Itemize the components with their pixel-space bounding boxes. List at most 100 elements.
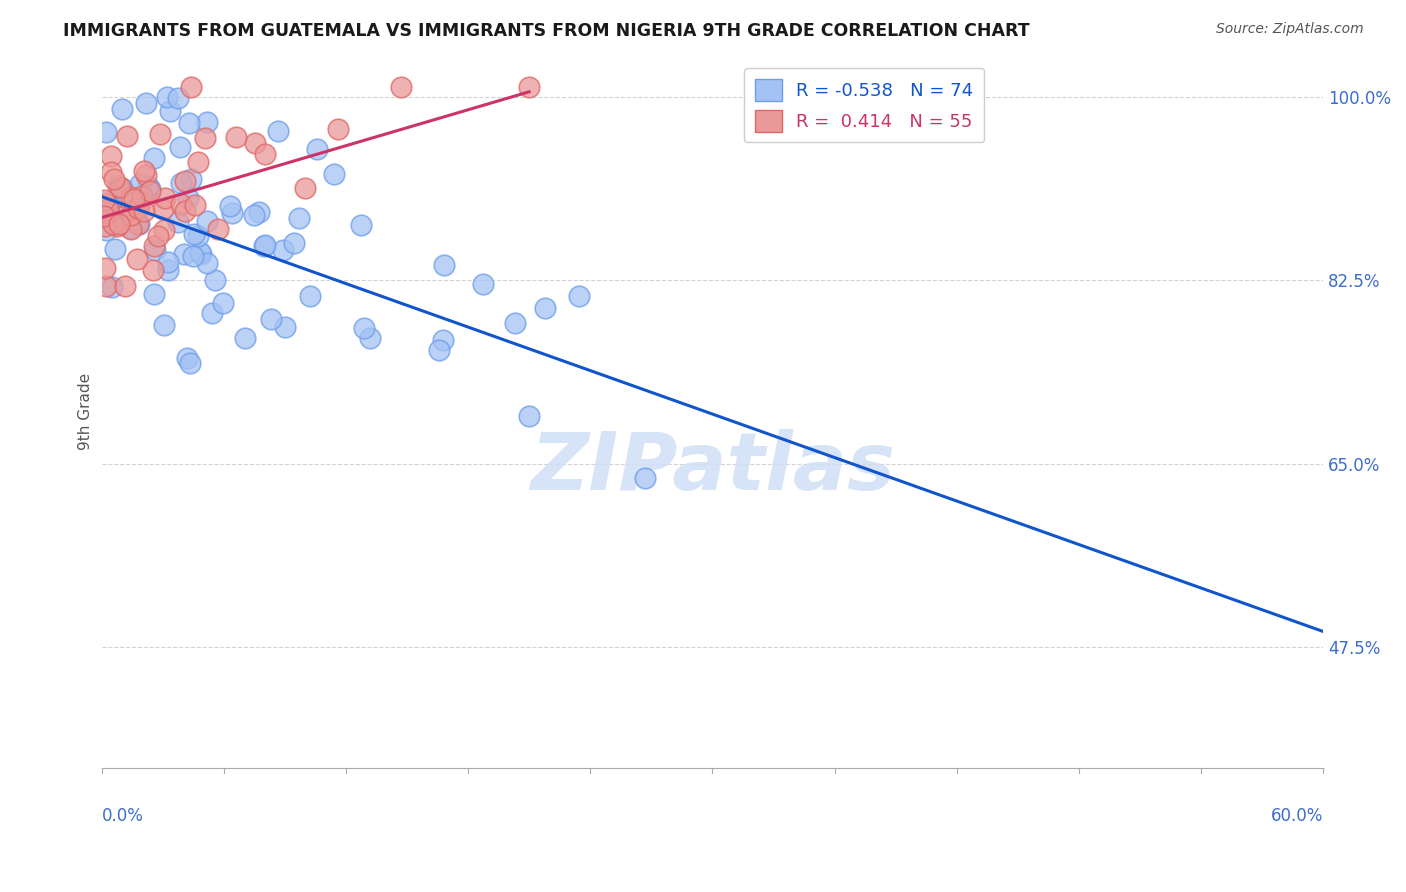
Point	[108, 180, 131, 194]
Point	[100, 209, 122, 223]
Point	[136, 178, 159, 193]
Point	[534, 301, 557, 315]
Point	[125, 252, 148, 266]
Text: Source: ZipAtlas.com: Source: ZipAtlas.com	[1216, 22, 1364, 37]
Point	[93, 209, 115, 223]
Point	[135, 95, 157, 110]
Point	[283, 236, 305, 251]
Point	[517, 79, 540, 94]
Point	[243, 208, 266, 222]
Point	[138, 184, 160, 198]
Point	[128, 217, 150, 231]
Point	[181, 249, 204, 263]
Point	[159, 103, 181, 118]
Point	[101, 280, 124, 294]
Point	[183, 227, 205, 241]
Point	[94, 222, 117, 236]
Point	[94, 261, 117, 276]
Point	[155, 90, 177, 104]
Point	[152, 318, 174, 332]
Point	[568, 289, 591, 303]
Point	[204, 273, 226, 287]
Point	[103, 172, 125, 186]
Point	[118, 220, 141, 235]
Point	[188, 245, 211, 260]
Point	[353, 321, 375, 335]
Point	[115, 128, 138, 143]
Point	[180, 79, 202, 94]
Point	[427, 343, 450, 358]
Point	[201, 306, 224, 320]
Point	[100, 149, 122, 163]
Point	[122, 192, 145, 206]
Point	[152, 202, 174, 216]
Point	[247, 205, 270, 219]
Point	[127, 217, 149, 231]
Point	[132, 203, 155, 218]
Point	[120, 190, 142, 204]
Point	[132, 163, 155, 178]
Point	[166, 90, 188, 104]
Point	[128, 177, 150, 191]
Point	[96, 278, 118, 293]
Point	[307, 142, 329, 156]
Point	[187, 229, 209, 244]
Point	[120, 208, 142, 222]
Point	[96, 195, 118, 210]
Point	[173, 203, 195, 218]
Point	[432, 333, 454, 347]
Point	[176, 192, 198, 206]
Point	[142, 239, 165, 253]
Point	[174, 174, 197, 188]
Point	[111, 102, 134, 116]
Text: IMMIGRANTS FROM GUATEMALA VS IMMIGRANTS FROM NIGERIA 9TH GRADE CORRELATION CHART: IMMIGRANTS FROM GUATEMALA VS IMMIGRANTS …	[63, 22, 1029, 40]
Point	[97, 202, 120, 217]
Point	[100, 165, 122, 179]
Point	[156, 255, 179, 269]
Point	[179, 116, 201, 130]
Point	[169, 140, 191, 154]
Point	[167, 215, 190, 229]
Point	[194, 130, 217, 145]
Text: 60.0%: 60.0%	[1271, 807, 1323, 825]
Point	[93, 193, 115, 207]
Point	[503, 316, 526, 330]
Point	[131, 188, 153, 202]
Point	[179, 355, 201, 369]
Point	[322, 167, 344, 181]
Point	[271, 243, 294, 257]
Point	[267, 124, 290, 138]
Point	[274, 320, 297, 334]
Point	[105, 219, 128, 233]
Point	[326, 122, 349, 136]
Point	[128, 202, 150, 216]
Point	[254, 146, 277, 161]
Point	[153, 191, 176, 205]
Point	[634, 471, 657, 485]
Point	[94, 219, 117, 233]
Point	[173, 247, 195, 261]
Point	[170, 176, 193, 190]
Point	[98, 198, 121, 212]
Point	[294, 181, 316, 195]
Point	[195, 115, 218, 129]
Point	[253, 239, 276, 253]
Point	[517, 409, 540, 424]
Point	[170, 196, 193, 211]
Point	[101, 201, 124, 215]
Legend: R = -0.538   N = 74, R =  0.414   N = 55: R = -0.538 N = 74, R = 0.414 N = 55	[744, 68, 984, 143]
Point	[225, 129, 247, 144]
Point	[472, 277, 495, 292]
Point	[245, 136, 267, 150]
Point	[350, 218, 373, 232]
Point	[139, 182, 162, 196]
Point	[156, 262, 179, 277]
Point	[176, 351, 198, 365]
Point	[221, 205, 243, 219]
Point	[233, 331, 256, 345]
Point	[218, 199, 240, 213]
Point	[187, 154, 209, 169]
Point	[120, 222, 142, 236]
Point	[260, 312, 283, 326]
Point	[122, 202, 145, 216]
